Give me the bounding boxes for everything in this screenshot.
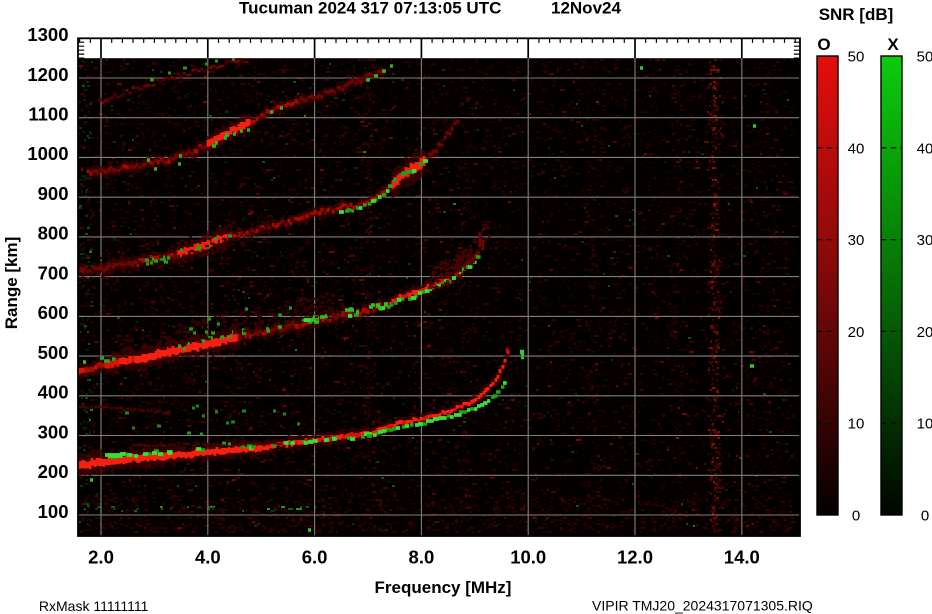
svg-text:SNR [dB]: SNR [dB]	[819, 5, 894, 24]
svg-text:400: 400	[38, 382, 69, 403]
svg-text:0: 0	[852, 508, 860, 525]
svg-text:RxMask 11111111: RxMask 11111111	[39, 598, 149, 614]
svg-text:30: 30	[917, 232, 932, 249]
svg-text:1000: 1000	[27, 143, 68, 164]
svg-text:20: 20	[848, 324, 865, 341]
svg-text:Range [km]: Range [km]	[2, 237, 21, 330]
svg-text:1300: 1300	[27, 24, 68, 45]
svg-text:VIPIR TMJ20_2024317071305.RIQ: VIPIR TMJ20_2024317071305.RIQ	[592, 598, 813, 614]
svg-text:Frequency [MHz]: Frequency [MHz]	[375, 578, 512, 597]
svg-text:6.0: 6.0	[302, 547, 328, 568]
svg-text:10: 10	[848, 416, 865, 433]
svg-text:30: 30	[848, 232, 865, 249]
svg-text:O: O	[817, 35, 830, 54]
svg-text:Tucuman 2024 317 07:13:05 UTC: Tucuman 2024 317 07:13:05 UTC	[239, 0, 501, 18]
svg-text:2.0: 2.0	[88, 547, 114, 568]
svg-text:100: 100	[38, 501, 69, 522]
svg-text:20: 20	[917, 324, 932, 341]
svg-text:200: 200	[38, 461, 69, 482]
svg-text:4.0: 4.0	[195, 547, 221, 568]
svg-text:12Nov24: 12Nov24	[551, 0, 621, 18]
svg-text:500: 500	[38, 342, 69, 363]
svg-text:50: 50	[848, 49, 865, 66]
svg-text:X: X	[887, 35, 899, 54]
svg-text:50: 50	[917, 49, 932, 66]
svg-text:700: 700	[38, 262, 69, 283]
svg-text:1100: 1100	[28, 104, 68, 125]
svg-text:12.0: 12.0	[617, 547, 653, 568]
svg-text:800: 800	[38, 223, 69, 244]
svg-text:600: 600	[38, 302, 69, 323]
svg-text:40: 40	[917, 140, 932, 157]
svg-text:40: 40	[848, 140, 865, 157]
svg-text:900: 900	[38, 183, 69, 204]
svg-text:14.0: 14.0	[724, 547, 760, 568]
svg-text:10: 10	[917, 416, 932, 433]
svg-text:10.0: 10.0	[510, 547, 546, 568]
svg-text:300: 300	[38, 421, 69, 442]
svg-text:8.0: 8.0	[409, 547, 435, 568]
svg-text:0: 0	[921, 508, 929, 525]
svg-text:1200: 1200	[27, 64, 68, 85]
